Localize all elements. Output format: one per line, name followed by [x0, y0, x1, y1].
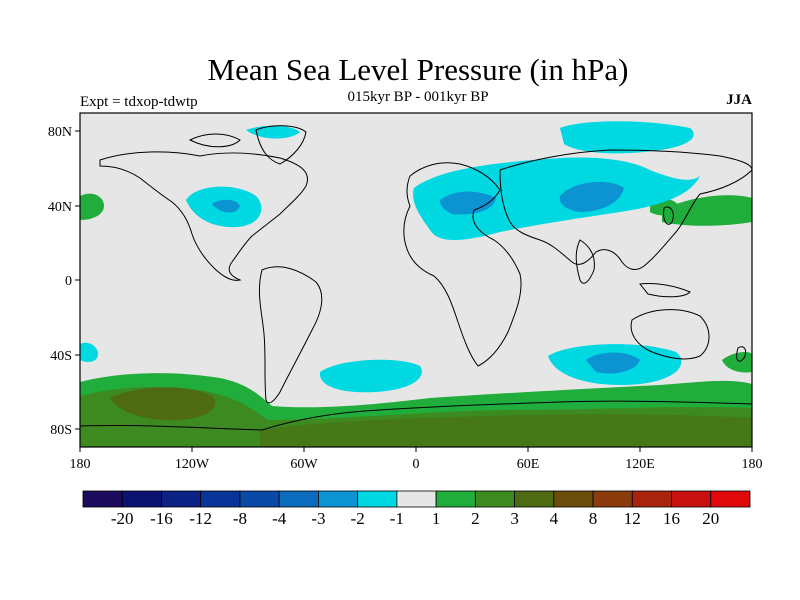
- eurasia-negative-core-west: [440, 191, 496, 215]
- coast-europe-africa: [403, 162, 522, 367]
- x-tick-label: 60E: [517, 457, 540, 472]
- y-tick-label: 40S: [50, 349, 72, 364]
- coast-antarctica: [80, 400, 752, 431]
- colorbar-label: 1: [432, 509, 441, 528]
- coast-new-zealand: [736, 346, 747, 362]
- indian-ocean-negative-core: [586, 352, 640, 374]
- colorbar-swatch: [592, 490, 633, 508]
- x-tick-label: 60W: [290, 457, 318, 472]
- colorbar-label: -4: [272, 509, 287, 528]
- coastlines: [80, 125, 752, 431]
- coast-australia: [630, 309, 710, 360]
- colorbar-label: -2: [351, 509, 365, 528]
- colorbar-swatch: [631, 490, 672, 508]
- y-tick-label: 80N: [48, 125, 72, 140]
- colorbar-label: -12: [189, 509, 212, 528]
- x-tick-label: 120W: [175, 457, 210, 472]
- colorbar-swatch: [82, 490, 123, 508]
- colorbar-swatch: [200, 490, 241, 508]
- colorbar-swatch: [474, 490, 515, 508]
- colorbar-label: 12: [624, 509, 641, 528]
- plot-title: Mean Sea Level Pressure (in hPa): [207, 52, 629, 87]
- colorbar-label: 2: [471, 509, 480, 528]
- axis-ticks: [75, 130, 753, 452]
- colorbar-swatch: [161, 490, 202, 508]
- coast-arctic-islands: [188, 133, 241, 148]
- colorbar-label: 16: [663, 509, 680, 528]
- x-tick-label: 180: [742, 457, 763, 472]
- colorbar-label: 8: [589, 509, 598, 528]
- colorbar-swatch: [671, 490, 712, 508]
- experiment-label: Expt = tdxop-tdwtp: [80, 94, 198, 110]
- colorbar-swatch: [239, 490, 280, 508]
- season-label: JJA: [726, 92, 752, 108]
- coast-japan: [663, 206, 674, 225]
- eurasia-negative: [413, 157, 700, 241]
- y-tick-label: 40N: [48, 200, 72, 215]
- colorbar-label: 3: [510, 509, 519, 528]
- colorbar-label: -20: [111, 509, 134, 528]
- period-label: 015kyr BP - 001kyr BP: [347, 89, 489, 105]
- x-tick-label: 120E: [625, 457, 655, 472]
- antarctic-anomaly: [260, 414, 752, 447]
- colorbar: -20 -16 -12 -8 -4 -3 -2 -1 1 2 3 4 8 12 16 20: [82, 490, 751, 528]
- south-atlantic-negative: [319, 359, 422, 393]
- y-tick-label: 0: [65, 274, 72, 289]
- colorbar-label: -3: [311, 509, 325, 528]
- south-pacific-max-anomaly: [110, 387, 216, 421]
- north-america-negative-core: [212, 199, 240, 213]
- eurasia-negative-core-east: [559, 181, 624, 212]
- colorbar-label: -8: [233, 509, 247, 528]
- coast-greenland: [255, 125, 307, 165]
- colorbar-label: -1: [390, 509, 404, 528]
- arctic-negative: [560, 121, 694, 154]
- coast-south-america: [258, 266, 323, 404]
- colorbar-swatch: [278, 490, 319, 508]
- colorbar-swatch: [514, 490, 555, 508]
- colorbar-swatch: [121, 490, 162, 508]
- colorbar-label: 4: [550, 509, 559, 528]
- colorbar-swatch: [710, 490, 751, 508]
- south-pacific-negative: [80, 342, 98, 362]
- colorbar-label: -16: [150, 509, 173, 528]
- coast-maritime-continent: [639, 283, 691, 298]
- x-tick-label: 0: [413, 457, 420, 472]
- colorbar-swatch: [553, 490, 594, 508]
- y-tick-label: 80S: [50, 423, 72, 438]
- east-atlantic-positive: [80, 193, 104, 220]
- coast-north-america: [99, 151, 308, 281]
- coast-asia: [499, 149, 752, 270]
- colorbar-swatch: [357, 490, 398, 508]
- colorbar-swatch: [396, 490, 437, 508]
- colorbar-swatch: [435, 490, 476, 508]
- colorbar-label: 20: [702, 509, 719, 528]
- x-tick-label: 180: [70, 457, 91, 472]
- colorbar-swatch: [318, 490, 359, 508]
- north-pacific-positive: [662, 195, 752, 226]
- coast-india: [575, 239, 595, 284]
